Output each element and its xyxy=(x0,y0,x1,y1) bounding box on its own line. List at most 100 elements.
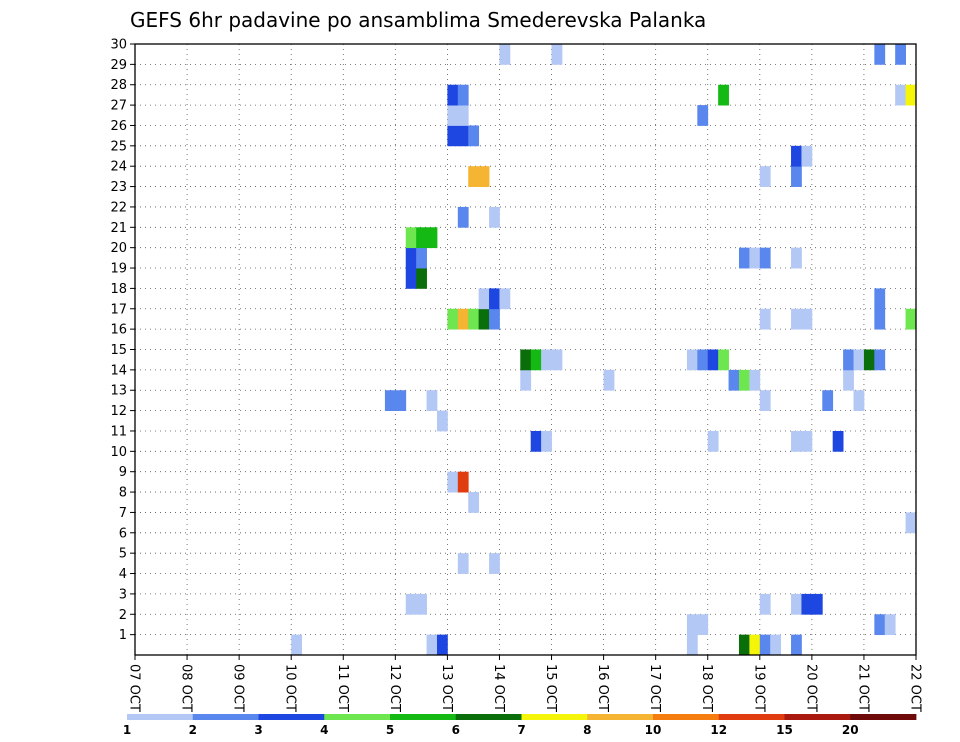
y-tick-label: 27 xyxy=(110,99,127,114)
y-tick-label: 5 xyxy=(119,547,127,562)
y-tick-label: 4 xyxy=(119,567,127,582)
precip-cell xyxy=(478,288,490,310)
precip-cell xyxy=(770,634,782,656)
precip-cell xyxy=(874,349,886,371)
precip-cell xyxy=(416,247,427,269)
precip-cell xyxy=(874,288,886,310)
precip-cell xyxy=(426,634,438,656)
precip-cell xyxy=(478,166,490,187)
precip-cell xyxy=(707,430,719,452)
y-tick-label: 22 xyxy=(110,200,127,215)
precip-cell xyxy=(697,614,709,636)
precip-cell xyxy=(541,430,552,452)
precip-cell xyxy=(738,634,750,656)
precip-cell xyxy=(791,166,802,187)
x-axis-ticks: 07 OCT 08 OCT 09 OCT 10 OCT 11 OCT 12 OCT 13 O… xyxy=(127,655,923,712)
precip-cell xyxy=(457,553,469,574)
colorbar-segment xyxy=(192,714,259,720)
precip-cell xyxy=(791,593,802,615)
precip-cell xyxy=(718,349,729,371)
precip-cell xyxy=(832,430,844,452)
precip-cell xyxy=(905,512,917,534)
precip-cell xyxy=(749,369,761,391)
precip-cell xyxy=(416,227,427,249)
x-tick-label: 22 OCT xyxy=(908,664,923,712)
precip-cell xyxy=(530,430,542,452)
x-tick-label: 09 OCT xyxy=(231,664,246,712)
x-tick-label: 11 OCT xyxy=(335,664,350,712)
x-tick-label: 07 OCT xyxy=(127,664,142,712)
x-tick-label: 15 OCT xyxy=(543,664,558,712)
precip-cell xyxy=(718,84,729,106)
precip-cell xyxy=(843,349,854,371)
colorbar-segment xyxy=(850,714,917,720)
colorbar-segment xyxy=(521,714,588,720)
colorbar-segment xyxy=(258,714,325,720)
y-tick-label: 9 xyxy=(119,465,127,480)
precip-cell xyxy=(759,593,771,615)
y-tick-label: 30 xyxy=(110,38,127,53)
precip-cell xyxy=(457,105,469,126)
precip-cell xyxy=(457,206,469,228)
y-tick-label: 11 xyxy=(110,424,127,439)
precip-cell xyxy=(791,247,802,269)
x-tick-label: 16 OCT xyxy=(595,664,610,712)
y-tick-label: 14 xyxy=(110,363,127,378)
precip-cell xyxy=(405,227,417,249)
colorbar-segment xyxy=(324,714,391,720)
precip-cell xyxy=(905,84,917,106)
precip-cell xyxy=(499,288,511,310)
precip-cell xyxy=(686,614,698,636)
precip-cell xyxy=(520,369,532,391)
precip-cell xyxy=(447,308,459,330)
precip-cell xyxy=(791,430,802,452)
precip-cell xyxy=(489,553,500,574)
colorbar-segment xyxy=(784,714,851,720)
colorbar-label: 5 xyxy=(386,723,394,737)
precip-cell xyxy=(468,492,480,513)
precip-cell xyxy=(416,593,427,615)
precip-cell xyxy=(447,84,459,106)
precip-cell xyxy=(457,308,469,330)
precip-cell xyxy=(384,390,396,411)
y-tick-label: 19 xyxy=(110,262,127,277)
precip-cell xyxy=(405,593,417,615)
colorbar-segment xyxy=(718,714,785,720)
x-tick-label: 08 OCT xyxy=(179,664,194,712)
precip-cell xyxy=(447,105,459,126)
y-tick-label: 8 xyxy=(119,486,127,501)
precip-cell xyxy=(874,44,886,65)
precip-cell xyxy=(426,390,438,411)
precip-cell xyxy=(697,349,709,371)
precip-cell xyxy=(489,288,500,310)
precip-cell xyxy=(426,227,438,249)
precip-cell xyxy=(530,349,542,371)
x-tick-label: 20 OCT xyxy=(803,664,818,712)
x-tick-label: 17 OCT xyxy=(647,664,662,712)
precip-cell xyxy=(759,247,771,269)
colorbar-segment xyxy=(653,714,720,720)
y-tick-label: 21 xyxy=(110,221,127,236)
y-tick-label: 10 xyxy=(110,445,127,460)
precip-cell xyxy=(801,145,813,167)
precip-cell xyxy=(853,349,865,371)
precip-cell xyxy=(905,308,917,330)
colorbar-segment xyxy=(587,714,654,720)
y-tick-label: 3 xyxy=(119,587,127,602)
colorbar-label: 4 xyxy=(320,723,328,737)
y-tick-label: 15 xyxy=(110,343,127,358)
precip-cell xyxy=(791,308,802,330)
y-tick-label: 25 xyxy=(110,139,127,154)
x-tick-label: 10 OCT xyxy=(283,664,298,712)
precip-cell xyxy=(822,390,834,411)
data-cells xyxy=(291,44,917,656)
precip-cell xyxy=(489,308,500,330)
colorbar-label: 8 xyxy=(583,723,591,737)
y-tick-label: 16 xyxy=(110,323,127,338)
precip-cell xyxy=(801,593,813,615)
precip-cell xyxy=(749,247,761,269)
precip-cell xyxy=(801,430,813,452)
colorbar: 1 2 3 4 5 6 7 8 10 12 15 20 xyxy=(123,714,917,737)
precip-cell xyxy=(884,614,896,636)
